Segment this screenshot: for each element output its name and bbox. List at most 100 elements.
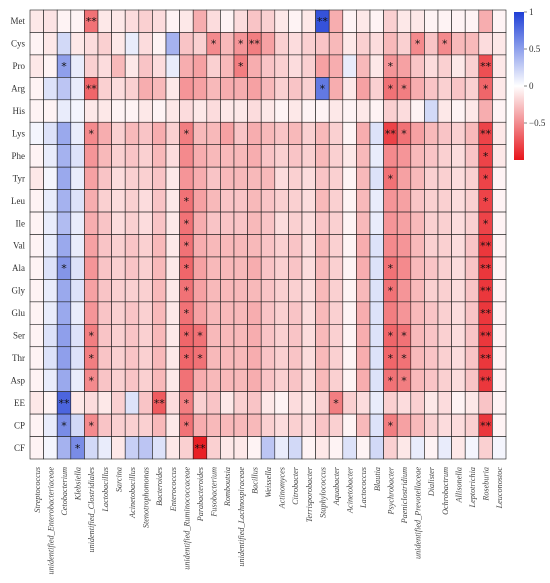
heatmap-cell — [274, 256, 289, 280]
heatmap-cell — [111, 99, 126, 123]
heatmap-cell — [369, 301, 384, 325]
heatmap-cell — [424, 54, 439, 78]
column-label: Ochrobactrum — [441, 467, 450, 515]
significance-star: * — [184, 217, 190, 230]
heatmap-cell — [437, 346, 452, 370]
heatmap-cell — [437, 279, 452, 303]
heatmap-cell — [247, 391, 262, 415]
heatmap-cell — [43, 189, 58, 213]
significance-star: * — [88, 330, 94, 343]
heatmap-cell — [396, 32, 412, 56]
heatmap-cell — [233, 77, 248, 101]
heatmap-cell — [233, 234, 248, 258]
heatmap-cell — [342, 436, 357, 460]
heatmap-cell — [342, 211, 357, 235]
heatmap-cell — [70, 9, 85, 33]
heatmap-cell — [124, 391, 140, 415]
column-label: unidentified_Clostridiales — [87, 467, 96, 553]
heatmap-cell — [111, 279, 126, 303]
heatmap-cell — [356, 346, 371, 370]
heatmap-cell — [29, 9, 44, 33]
heatmap-cell — [288, 77, 303, 101]
heatmap-cell — [97, 279, 112, 303]
significance-star: ** — [249, 38, 261, 51]
heatmap-cell — [97, 368, 112, 392]
row-label: CP — [14, 420, 25, 430]
heatmap-cell — [260, 413, 276, 437]
heatmap-cell — [260, 391, 276, 415]
heatmap-cell — [342, 391, 357, 415]
heatmap-cell — [464, 323, 480, 348]
heatmap-cell — [437, 301, 452, 325]
heatmap-cell — [301, 9, 316, 33]
heatmap-cell — [328, 9, 344, 33]
heatmap-cell — [383, 301, 398, 325]
heatmap-cell — [165, 166, 180, 190]
colorbar-tick-label: 0 — [529, 81, 534, 91]
heatmap-cell — [165, 413, 180, 437]
column-label: Aquabacter — [332, 466, 341, 506]
heatmap-cell — [70, 234, 85, 258]
heatmap-cell — [220, 189, 235, 213]
heatmap-cell — [301, 279, 316, 303]
heatmap-cell — [288, 279, 303, 303]
heatmap-cell — [29, 54, 44, 78]
colorbar-tick-label: −0.5 — [529, 118, 546, 128]
heatmap-cell — [43, 436, 58, 460]
heatmap-cell — [84, 144, 99, 168]
heatmap-cell — [43, 234, 58, 258]
heatmap-cell — [138, 121, 153, 146]
heatmap-cell — [410, 256, 425, 280]
heatmap-cell — [206, 166, 221, 190]
heatmap-cell — [165, 121, 180, 146]
heatmap-cell — [247, 346, 262, 370]
row-label: Leu — [11, 196, 25, 206]
column-label: Romboutsia — [223, 467, 232, 507]
row-label: Thr — [12, 353, 25, 363]
heatmap-cell — [260, 144, 276, 168]
heatmap-cell — [192, 413, 208, 437]
heatmap-cell — [424, 391, 439, 415]
column-label: Allisonella — [454, 467, 463, 503]
heatmap-cell — [396, 54, 412, 78]
heatmap-cell — [424, 234, 439, 258]
heatmap-cell — [111, 54, 126, 78]
heatmap-cell — [247, 54, 262, 78]
heatmap-cell — [369, 436, 384, 460]
significance-star: * — [483, 150, 489, 163]
heatmap-cell — [165, 346, 180, 370]
heatmap-cell — [328, 346, 344, 370]
heatmap-cell — [437, 436, 452, 460]
heatmap-cell — [396, 413, 412, 437]
heatmap-cell — [369, 279, 384, 303]
heatmap-cell — [451, 301, 466, 325]
heatmap-cell — [192, 368, 208, 392]
heatmap-cell — [97, 323, 112, 348]
heatmap-cell — [492, 54, 507, 78]
heatmap-cell — [206, 144, 221, 168]
significance-star: ** — [195, 442, 207, 455]
heatmap-cell — [192, 99, 208, 123]
heatmap-cell — [179, 77, 194, 101]
row-label: Ser — [13, 331, 25, 341]
heatmap-cell — [492, 189, 507, 213]
heatmap-cell — [464, 9, 480, 33]
heatmap-cell — [410, 144, 425, 168]
row-label: Glu — [12, 308, 26, 318]
heatmap-cell — [274, 301, 289, 325]
heatmap-cell — [138, 234, 153, 258]
heatmap-cell — [260, 9, 276, 33]
heatmap-cell — [356, 279, 371, 303]
heatmap-cell — [410, 211, 425, 235]
heatmap-cell — [29, 234, 44, 258]
heatmap-cell — [492, 368, 507, 392]
heatmap-cell — [464, 189, 480, 213]
heatmap-cell — [179, 144, 194, 168]
heatmap-cell — [301, 99, 316, 123]
heatmap-cell — [301, 211, 316, 235]
heatmap-cell — [56, 77, 72, 101]
heatmap-cell — [124, 413, 140, 437]
heatmap-cell — [233, 99, 248, 123]
heatmap-cell — [138, 166, 153, 190]
heatmap-cell — [233, 121, 248, 146]
